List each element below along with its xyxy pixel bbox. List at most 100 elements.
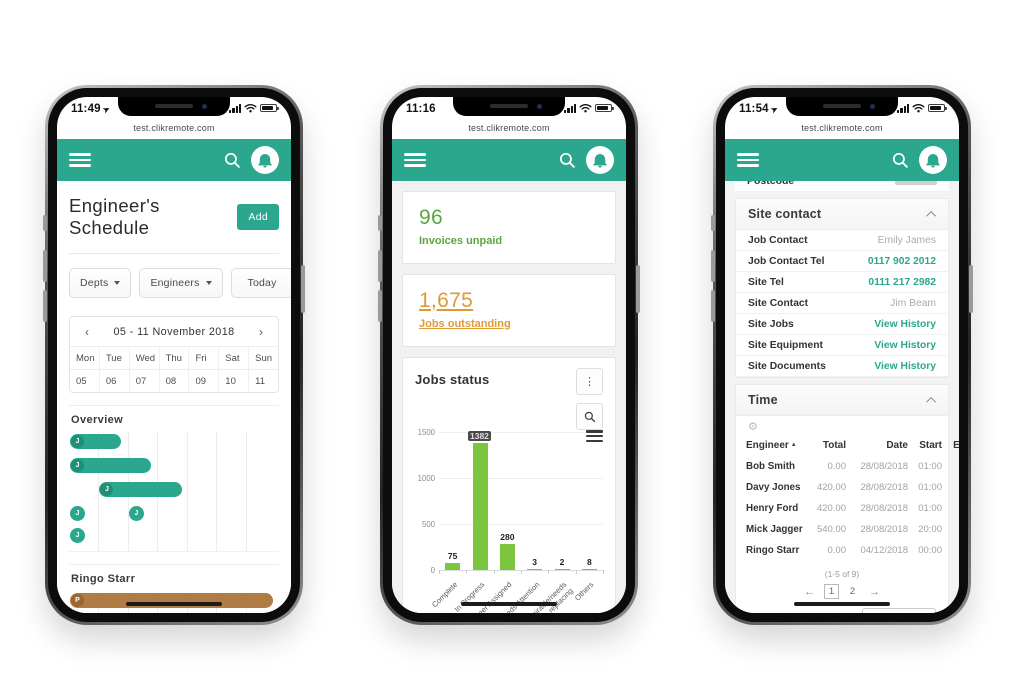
date-cell[interactable]: 05 [70,370,100,392]
address-bar[interactable]: test.clikremote.com [468,123,550,133]
job-bar[interactable]: J [70,434,122,449]
time-header[interactable]: Time [736,385,948,416]
contact-row-link[interactable]: View History [874,339,936,351]
chart-menu-button[interactable]: ⋮ [576,368,603,395]
contact-row-link[interactable]: 0117 902 2012 [867,255,936,267]
contact-row: Site Equipment View History [736,335,948,356]
prev-week-button[interactable]: ‹ [85,324,89,339]
search-icon[interactable] [892,152,909,169]
menu-icon[interactable] [69,150,91,170]
time-table-cell: 00:00 [918,545,942,556]
address-bar[interactable]: test.clikremote.com [133,123,215,133]
bell-icon [258,153,272,167]
notifications-button[interactable] [251,146,279,174]
wifi-icon [912,104,925,113]
mute-switch [43,215,47,231]
camera-dot [870,104,875,109]
home-indicator[interactable] [794,602,890,606]
site-contact-header[interactable]: Site contact [736,199,948,230]
job-dot[interactable]: J [70,528,85,543]
volume-up-button [378,250,382,282]
iphone-mockup-dashboard: 11:16➤ test.clikremote.com [378,85,640,625]
week-calendar: ‹ 05 - 11 November 2018 › Mon Tue Wed Thu Fr… [69,316,279,393]
pagination-page-2[interactable]: 2 [849,586,856,597]
date-cell[interactable]: 11 [255,375,266,387]
chart-bar[interactable] [472,442,488,570]
contact-row-link[interactable]: View History [874,360,936,372]
bell-icon [593,153,607,167]
phone-bezel: 11:54 ➤ test.clikremote.com [716,88,968,622]
engineer-name-cell: Davy Jones [746,482,801,493]
chart-bar[interactable] [499,544,515,570]
menu-icon[interactable] [404,150,426,170]
jobs-outstanding-label[interactable]: Jobs outstanding [419,318,511,330]
menu-icon[interactable] [737,150,759,170]
jobs-outstanding-card[interactable]: 1,675 Jobs outstanding [402,274,616,347]
date-cell[interactable]: 10 [219,370,250,392]
power-button [636,265,640,313]
phone-bezel: 11:49 ➤ test.clikremote.com [48,88,300,622]
phone-bezel: 11:16➤ test.clikremote.com [383,88,635,622]
volume-up-button [43,250,47,282]
weekday-cell: Thu [160,347,190,369]
job-bar[interactable]: J [99,482,182,497]
pagination-next-button[interactable]: → [869,585,880,598]
job-bar[interactable]: J [70,458,151,473]
time-table-cell: 540.00 [816,524,846,535]
notch [786,97,898,116]
jobs-status-chart: 0 500 1000 1500 75 Complete 1382 In Progress 280… [415,428,604,613]
axis-tick [466,570,468,574]
search-icon[interactable] [224,152,241,169]
chart-bar[interactable] [445,563,461,570]
column-header: Date [886,440,908,451]
weekday-cell: Fri [189,347,220,369]
chart-zoom-button[interactable] [576,403,603,430]
depts-dropdown[interactable]: Depts [69,268,132,298]
pagination-prev-button[interactable]: ← [804,585,815,598]
engineers-dropdown[interactable]: Engineers [139,268,223,298]
time-table-cell: 00 [946,545,959,556]
chart-bar[interactable] [554,569,570,570]
view-details-button[interactable]: View Details [861,608,936,613]
notifications-button[interactable] [586,146,614,174]
contact-row-link[interactable]: View History [874,318,936,330]
mute-switch [711,215,715,231]
date-cell[interactable]: 06 [100,370,130,392]
mute-switch [378,215,382,231]
add-button[interactable]: Add [237,204,279,230]
phone-screen: 11:49 ➤ test.clikremote.com [57,97,291,613]
home-indicator[interactable] [461,602,557,606]
sort-header-engineer[interactable]: Engineer ▲ [746,440,797,451]
next-week-button[interactable]: › [259,324,263,339]
job-dot[interactable]: J [128,506,144,521]
search-icon[interactable] [559,152,576,169]
gear-icon[interactable]: ⚙ [748,421,758,433]
contact-row-link[interactable]: 0111 217 2982 [868,276,936,288]
jobs-outstanding-value[interactable]: 1,675 [419,289,474,312]
pagination-page-1[interactable]: 1 [824,584,839,599]
invoices-unpaid-card[interactable]: 96 Invoices unpaid [402,191,616,264]
today-button[interactable]: Today [230,268,291,298]
time-table-cell: 22 [946,482,959,493]
grid-column-line [98,432,100,551]
chart-bar[interactable] [527,569,543,570]
y-axis-tick-label: 1000 [417,474,435,483]
notifications-button[interactable] [919,146,947,174]
chart-export-menu-icon[interactable] [586,428,603,444]
chart-bar[interactable] [581,569,597,570]
date-cell[interactable]: 08 [160,370,190,392]
contact-row: Site Documents View History [736,356,948,377]
job-dot[interactable]: J [70,506,85,521]
time-table-cell: 01:00 [918,482,942,493]
home-indicator[interactable] [126,602,222,606]
date-cell[interactable]: 09 [189,370,220,392]
status-bar: 11:16➤ [392,97,626,123]
grid-column-line [245,432,247,551]
job-bar[interactable]: P [70,593,273,608]
address-bar[interactable]: test.clikremote.com [801,123,883,133]
date-cell[interactable]: 07 [130,370,160,392]
